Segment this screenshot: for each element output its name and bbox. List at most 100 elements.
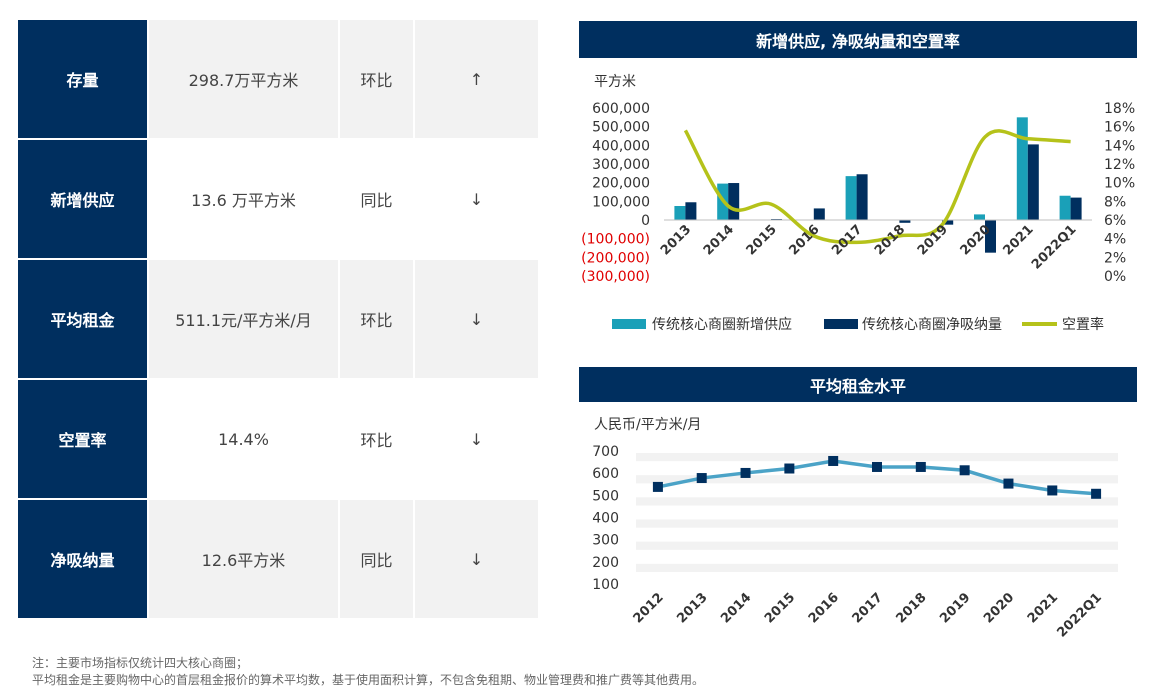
x-tick-label: 2013 (674, 590, 710, 626)
y-tick-label: 700 (592, 444, 619, 460)
kpi-trend-arrow-icon: ↓ (415, 260, 538, 378)
grid-band (636, 475, 1118, 484)
kpi-trend-arrow-icon: ↓ (415, 140, 538, 258)
y-tick-label: (200,000) (581, 250, 650, 266)
kpi-row-net-absorption: 净吸纳量 12.6平方米 同比 ↓ (18, 500, 538, 618)
vacancy-rate-line (683, 129, 1071, 245)
y-tick-label: 600 (592, 466, 619, 482)
kpi-compare: 环比 (340, 20, 413, 138)
kpi-name: 新增供应 (18, 140, 147, 258)
kpi-compare: 同比 (340, 140, 413, 258)
legend-swatch-supply (612, 319, 646, 329)
grid-band (636, 563, 1118, 572)
x-tick-label: 2018 (893, 590, 929, 626)
bar (899, 220, 911, 223)
kpi-name: 平均租金 (18, 260, 147, 378)
y-tick-label: (300,000) (581, 269, 650, 285)
kpi-value: 511.1元/平方米/月 (149, 260, 338, 378)
y2-tick-label: 14% (1104, 138, 1135, 154)
x-tick-label: 2019 (937, 590, 973, 626)
rent-point (1003, 478, 1014, 489)
x-tick-label: 2021 (1000, 222, 1036, 258)
kpi-name: 净吸纳量 (18, 500, 147, 618)
y-tick-label: 200,000 (592, 176, 650, 192)
y2-tick-label: 18% (1104, 101, 1135, 117)
rent-chart-title: 平均租金水平 (579, 367, 1137, 402)
y-tick-label: 600,000 (592, 101, 650, 117)
legend-swatch-absorption (824, 319, 858, 329)
kpi-trend-arrow-icon: ↓ (415, 380, 538, 498)
y-tick-label: 300 (592, 533, 619, 549)
bar (728, 183, 740, 220)
kpi-value: 298.7万平方米 (149, 20, 338, 138)
kpi-name: 空置率 (18, 380, 147, 498)
bar (685, 202, 697, 220)
legend-label-vacancy: 空置率 (1062, 316, 1104, 333)
y-tick-label: (100,000) (581, 232, 650, 248)
grid-band (636, 453, 1118, 462)
x-tick-label: 2016 (806, 590, 842, 626)
x-tick-label: 2013 (658, 222, 694, 258)
bar (856, 174, 868, 220)
x-tick-label: 2017 (850, 590, 886, 626)
bar (1059, 195, 1071, 220)
bar (845, 176, 857, 220)
y2-tick-label: 2% (1104, 250, 1126, 266)
x-tick-label: 2020 (981, 590, 1017, 626)
rent-point (784, 463, 795, 474)
kpi-trend-arrow-icon: ↑ (415, 20, 538, 138)
y2-tick-label: 16% (1104, 120, 1135, 136)
x-tick-label: 2014 (718, 590, 754, 626)
kpi-row-vacancy: 空置率 14.4% 环比 ↓ (18, 380, 538, 498)
bar (985, 220, 996, 253)
kpi-value: 13.6 万平方米 (149, 140, 338, 258)
x-tick-label: 2021 (1025, 590, 1061, 626)
y-axis-label: 平方米 (594, 74, 636, 90)
bar (813, 208, 825, 220)
kpi-compare: 环比 (340, 380, 413, 498)
y2-tick-label: 0% (1104, 269, 1126, 285)
y2-tick-label: 6% (1104, 213, 1126, 229)
footnotes: 注：主要市场指标仅统计四大核心商圈； 平均租金是主要购物中心的首层租金报价的算术… (32, 655, 704, 689)
y-tick-label: 500,000 (592, 120, 650, 136)
bar (674, 206, 686, 220)
rent-point (872, 461, 882, 472)
rent-point (740, 467, 751, 478)
rent-point (915, 461, 926, 472)
footnote-line: 注：主要市场指标仅统计四大核心商圈； (32, 656, 249, 670)
kpi-row-stock: 存量 298.7万平方米 环比 ↑ (18, 20, 538, 138)
rent-point (1047, 485, 1058, 496)
footnote-line: 平均租金是主要购物中心的首层租金报价的算术平均数，基于使用面积计算，不包含免租期… (32, 673, 705, 687)
kpi-name: 存量 (18, 20, 147, 138)
y2-tick-label: 12% (1104, 157, 1135, 173)
kpi-value: 14.4% (149, 380, 338, 498)
rent-point (696, 473, 707, 484)
grid-band (636, 519, 1118, 528)
x-tick-label: 2019 (915, 222, 951, 258)
y2-tick-label: 4% (1104, 232, 1126, 248)
supply-chart-title: 新增供应, 净吸纳量和空置率 (579, 21, 1137, 58)
x-tick-label: 2015 (762, 590, 798, 626)
x-tick-label: 2022Q1 (1029, 222, 1079, 272)
y-tick-label: 400 (592, 511, 619, 527)
y-tick-label: 400,000 (592, 138, 650, 154)
kpi-value: 12.6平方米 (149, 500, 338, 618)
x-tick-label: 2022Q1 (1055, 590, 1105, 640)
rent-point (828, 455, 839, 466)
legend-label-absorption: 传统核心商圈净吸纳量 (862, 317, 1002, 333)
supply-absorption-vacancy-chart: 平方米 600,000 500,000 400,000 300,000 200,000 10… (581, 74, 1135, 333)
grid-band (636, 541, 1118, 550)
x-tick-label: 2014 (701, 222, 737, 258)
rent-point (1091, 488, 1102, 499)
y-tick-label: 0 (641, 213, 650, 229)
kpi-trend-arrow-icon: ↓ (415, 500, 538, 618)
kpi-compare: 环比 (340, 260, 413, 378)
rent-point (959, 465, 970, 476)
y-tick-label: 100 (592, 577, 619, 593)
bar (974, 214, 985, 220)
bar (1070, 197, 1082, 220)
kpi-row-avg-rent: 平均租金 511.1元/平方米/月 环比 ↓ (18, 260, 538, 378)
bar (942, 220, 954, 225)
kpi-row-new-supply: 新增供应 13.6 万平方米 同比 ↓ (18, 140, 538, 258)
